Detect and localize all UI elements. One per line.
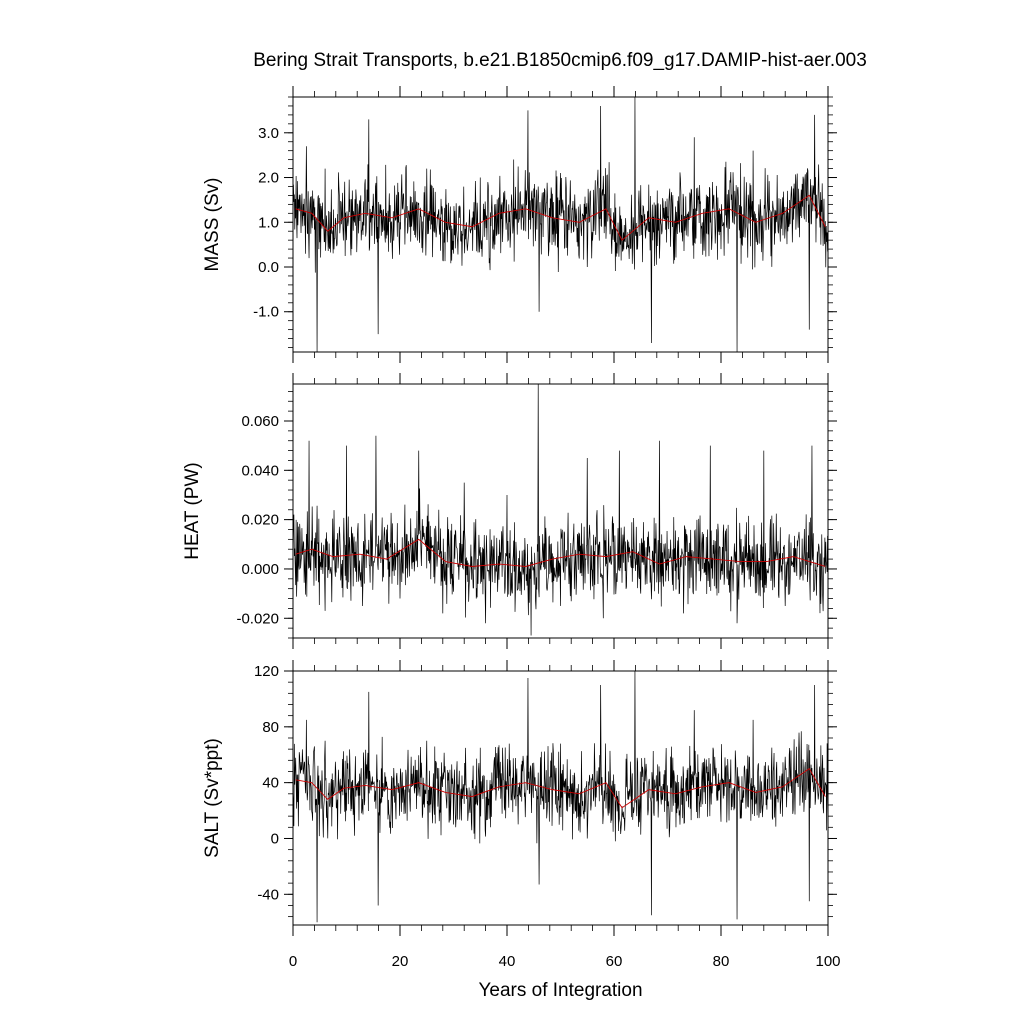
ytick-label: 0.000 — [241, 561, 279, 578]
ytick-label: 0.040 — [241, 462, 279, 479]
xtick-label: 100 — [815, 953, 840, 970]
y-axis-label: MASS (Sv) — [202, 178, 223, 272]
xtick-label: 40 — [499, 953, 516, 970]
ytick-label: 40 — [262, 775, 279, 792]
plot-area — [293, 384, 828, 636]
y-axis-label: HEAT (PW) — [182, 462, 203, 559]
panel-0: -1.0 0.0 1.0 2.0 3.0 MASS (Sv) — [202, 86, 837, 363]
series-line-0 — [293, 671, 828, 923]
ytick-label: 2.0 — [258, 170, 279, 187]
panel-1: -0.020 0.000 0.020 0.040 0.060 HEAT (PW) — [182, 373, 837, 649]
plot-frame — [292, 383, 829, 639]
plot-frame — [292, 96, 829, 353]
series-line-0 — [293, 97, 828, 352]
ytick-label: -1.0 — [253, 304, 279, 321]
ytick-label: 1.0 — [258, 214, 279, 231]
ytick-label: 0.020 — [241, 512, 279, 529]
xtick-label: 80 — [713, 953, 730, 970]
series-line-0 — [293, 384, 828, 636]
x-axis-label: Years of Integration — [478, 980, 642, 1001]
ytick-label: 0.0 — [258, 259, 279, 276]
y-axis-label: SALT (Sv*ppt) — [202, 738, 223, 858]
xtick-label: 20 — [392, 953, 409, 970]
ytick-label: 120 — [254, 663, 279, 680]
ytick-label: 80 — [262, 719, 279, 736]
series-line-1 — [295, 194, 826, 241]
panel-2: -40 0 40 80 120 0 20 40 60 80 100 SALT (Sv*ppt) Year… — [202, 660, 841, 1001]
plot-area — [293, 671, 828, 923]
series-line-1 — [295, 538, 826, 567]
ytick-label: 0.060 — [241, 413, 279, 430]
panels: -1.0 0.0 1.0 2.0 3.0 MASS (Sv) -0.020 0.000 0.02… — [182, 86, 841, 1001]
ytick-label: 0 — [271, 830, 279, 847]
xtick-label: 0 — [289, 953, 297, 970]
ytick-label: -0.020 — [236, 610, 279, 627]
ytick-label: 3.0 — [258, 125, 279, 142]
ytick-label: -40 — [257, 886, 279, 903]
plot-area — [293, 97, 828, 352]
series-line-1 — [295, 768, 826, 809]
xtick-label: 60 — [606, 953, 623, 970]
chart-title: Bering Strait Transports, b.e21.B1850cmi… — [253, 50, 867, 71]
plot-frame — [292, 670, 829, 926]
